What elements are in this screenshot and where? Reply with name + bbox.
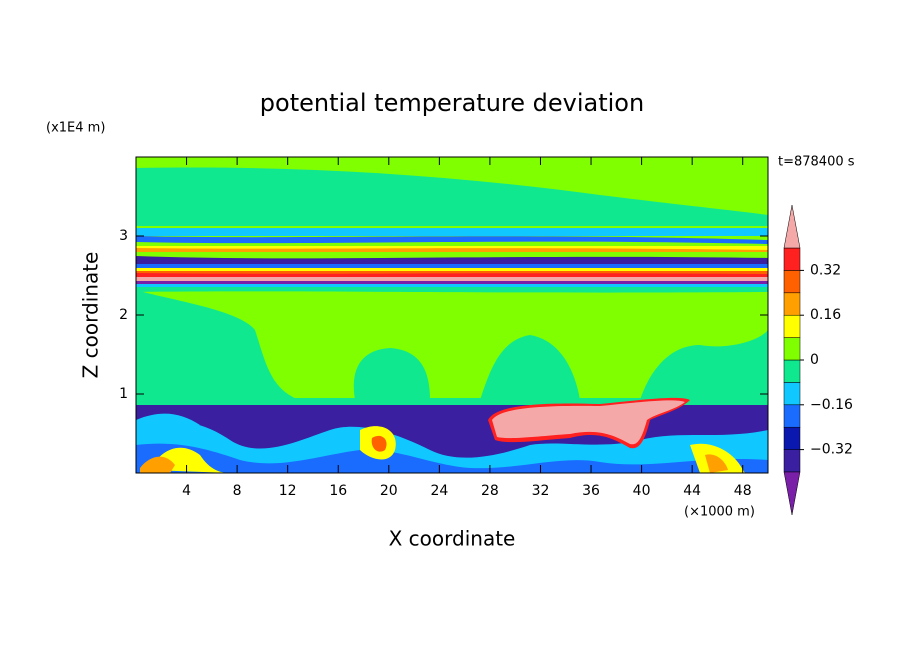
colorbar-box bbox=[783, 270, 801, 294]
x-tick-label: 48 bbox=[734, 483, 752, 499]
colorbar-box bbox=[783, 314, 801, 338]
contour-region bbox=[640, 330, 768, 400]
y-unit: (x1E4 m) bbox=[46, 121, 105, 136]
contour-region bbox=[136, 268, 768, 271]
colorbar-box bbox=[783, 382, 801, 406]
contour-region bbox=[136, 248, 768, 252]
x-tick-label: 24 bbox=[430, 483, 448, 499]
contour-region bbox=[136, 421, 768, 473]
contour-region bbox=[705, 454, 728, 473]
x-tick-label: 4 bbox=[182, 483, 191, 499]
contour-region bbox=[136, 443, 768, 473]
x-tick-label: 36 bbox=[582, 483, 600, 499]
x-tick-label: 32 bbox=[532, 483, 550, 499]
colorbar-box bbox=[783, 426, 801, 450]
y-tick-label: 2 bbox=[119, 307, 128, 323]
x-tick-label: 44 bbox=[683, 483, 701, 499]
colorbar-tick-label: −0.16 bbox=[810, 397, 853, 413]
x-tick-label: 40 bbox=[633, 483, 651, 499]
time-label: t=878400 s bbox=[778, 155, 855, 170]
contour-region bbox=[371, 435, 387, 452]
x-unit: (×1000 m) bbox=[684, 505, 755, 520]
y-tick-label: 3 bbox=[119, 228, 128, 244]
colorbar-box bbox=[783, 247, 801, 271]
colorbar-tick-label: 0 bbox=[810, 352, 819, 368]
contour-region bbox=[136, 264, 768, 268]
x-axis-title: X coordinate bbox=[389, 527, 516, 551]
contour-region bbox=[136, 236, 768, 244]
colorbar-tick-label: 0.16 bbox=[810, 307, 841, 323]
x-tick-label: 28 bbox=[481, 483, 499, 499]
colorbar-tick-label: −0.32 bbox=[810, 442, 853, 458]
contour-region bbox=[353, 348, 430, 400]
contour-region bbox=[136, 284, 768, 287]
contour-region bbox=[136, 228, 768, 236]
chart-title: potential temperature deviation bbox=[260, 89, 644, 117]
x-tick-label: 8 bbox=[233, 483, 242, 499]
y-axis-title: Z coordinate bbox=[79, 252, 103, 379]
contour-region bbox=[136, 413, 200, 432]
x-tick-label: 12 bbox=[279, 483, 297, 499]
contour-region bbox=[492, 400, 685, 445]
colorbar-box bbox=[783, 292, 801, 316]
contour-region bbox=[480, 335, 580, 400]
colorbar-extend-max bbox=[783, 204, 801, 249]
colorbar-box bbox=[783, 404, 801, 428]
x-tick-label: 16 bbox=[329, 483, 347, 499]
x-tick-label: 20 bbox=[380, 483, 398, 499]
contour-region bbox=[136, 167, 768, 226]
contour-region bbox=[136, 287, 768, 293]
colorbar-extend-min bbox=[783, 471, 801, 516]
y-tick-label: 1 bbox=[119, 386, 128, 402]
contour-region bbox=[136, 277, 768, 281]
colorbar-box bbox=[783, 359, 801, 383]
contour-region bbox=[136, 273, 768, 277]
contour-region bbox=[136, 290, 300, 400]
contour-region bbox=[136, 281, 768, 284]
contour-field bbox=[136, 157, 768, 473]
contour-region bbox=[140, 456, 175, 473]
colorbar-box bbox=[783, 337, 801, 361]
colorbar-tick-label: 0.32 bbox=[810, 262, 841, 278]
colorbar-box bbox=[783, 449, 801, 473]
